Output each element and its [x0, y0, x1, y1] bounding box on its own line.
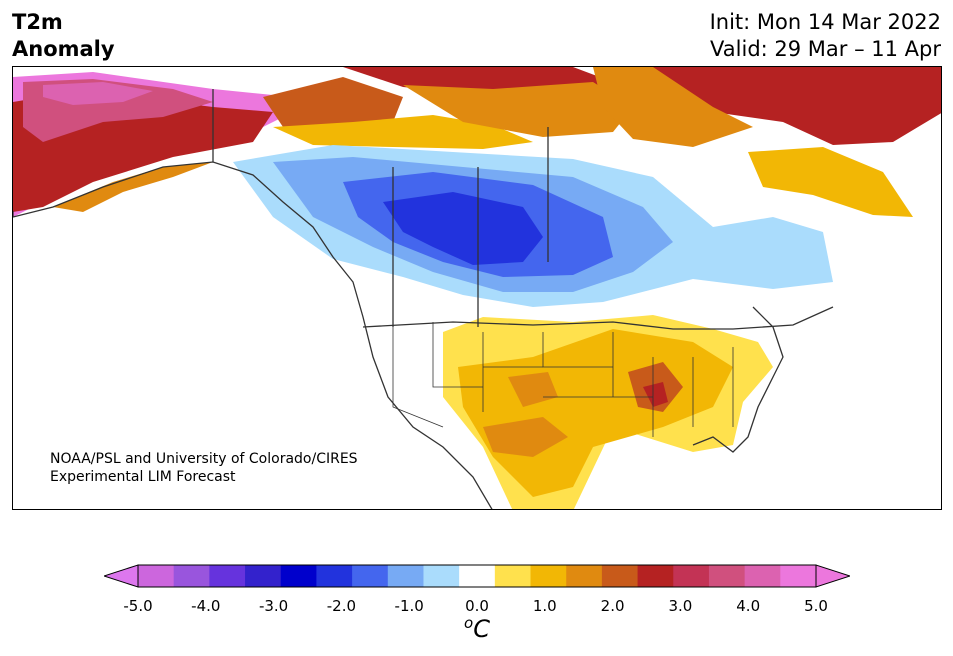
unit-letter: C [473, 615, 490, 643]
quebec-yellow [748, 147, 913, 217]
cold-core [383, 192, 543, 265]
colorbar-cell [673, 565, 710, 587]
arctic-islands-red [643, 67, 941, 145]
colorbar-cell [245, 565, 282, 587]
colorbar-cell [209, 565, 246, 587]
colorbar-tick-label: 3.0 [668, 597, 693, 615]
colorbar-cell [459, 565, 496, 587]
valid-period: Valid: 29 Mar – 11 Apr [710, 37, 941, 61]
anomaly-map: NOAA/PSL and University of Colorado/CIRE… [12, 66, 942, 510]
colorbar-over-arrow [815, 564, 850, 588]
colorbar-cell [352, 565, 389, 587]
south-orange [483, 417, 568, 457]
arctic-islands-orange [593, 67, 753, 147]
colorbar-cell [530, 565, 567, 587]
arctic-orange [403, 82, 633, 137]
colorbar-tick-label: 2.0 [600, 597, 625, 615]
colorbar-under-arrow [104, 564, 139, 588]
colorbar-tick-label: 4.0 [736, 597, 761, 615]
colorbar-tick-label: -5.0 [123, 597, 153, 615]
colorbar-tick-label: -3.0 [258, 597, 289, 615]
colorbar-cell [780, 565, 817, 587]
colorbar-cell [280, 565, 317, 587]
colorbar-tick-label: 1.0 [532, 597, 557, 615]
credit-line-2: Experimental LIM Forecast [50, 469, 236, 485]
credit-text: NOAA/PSL and University of Colorado/CIRE… [50, 450, 358, 486]
colorbar-cell [744, 565, 781, 587]
title-line-1: T2m [12, 10, 63, 34]
colorbar-cell [637, 565, 674, 587]
alaska-pink-core [43, 82, 153, 105]
run-info: Init: Mon 14 Mar 2022 Valid: 29 Mar – 11… [710, 9, 941, 63]
colorbar-cell [566, 565, 603, 587]
colorbar [104, 564, 850, 588]
colorbar-tick-label: 5.0 [804, 597, 828, 615]
colorbar-cell [173, 565, 210, 587]
colorbar-tick-label: 0.0 [465, 597, 489, 615]
map-canvas [13, 67, 941, 509]
yukon-orange [263, 77, 403, 129]
colorbar-cell [316, 565, 353, 587]
unit-degree: o [464, 614, 474, 632]
colorbar-tick-label: -4.0 [191, 597, 221, 615]
colorbar-cell [387, 565, 424, 587]
init-date: Init: Mon 14 Mar 2022 [709, 10, 941, 34]
colorbar-cell [601, 565, 639, 587]
yukon-yellow [273, 115, 533, 149]
credit-line-1: NOAA/PSL and University of Colorado/CIRE… [50, 451, 358, 467]
map-title: T2m Anomaly [12, 9, 115, 63]
state-borders [392, 322, 734, 437]
colorbar-cell [494, 565, 532, 587]
colorbar-cell [138, 565, 175, 587]
colorbar-tick-label: -1.0 [394, 597, 424, 615]
title-line-2: Anomaly [12, 37, 115, 61]
colorbar-cell [708, 565, 746, 587]
texas-orange [508, 372, 558, 407]
colorbar-cell [423, 565, 460, 587]
alaska-orange-fringe [53, 162, 213, 212]
colorbar-tick-label: -2.0 [326, 597, 357, 615]
coastlines [13, 89, 834, 509]
colorbar-ticks: -5.0 -4.0 -3.0 -2.0 -1.0 0.0 1.0 2.0 3.0 4.0 5.0 [0, 597, 953, 617]
colorbar-unit: oC [464, 614, 490, 643]
southeast-red [643, 382, 668, 407]
